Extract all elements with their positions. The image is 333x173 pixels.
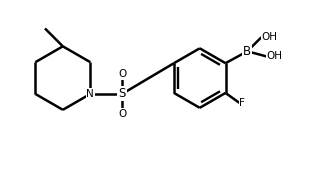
Text: OH: OH <box>261 32 277 42</box>
Text: N: N <box>87 89 94 99</box>
Text: O: O <box>118 109 126 119</box>
Text: S: S <box>119 87 126 101</box>
Text: OH: OH <box>266 51 282 61</box>
Text: B: B <box>243 45 251 58</box>
Text: O: O <box>118 69 126 79</box>
Text: F: F <box>239 98 245 108</box>
